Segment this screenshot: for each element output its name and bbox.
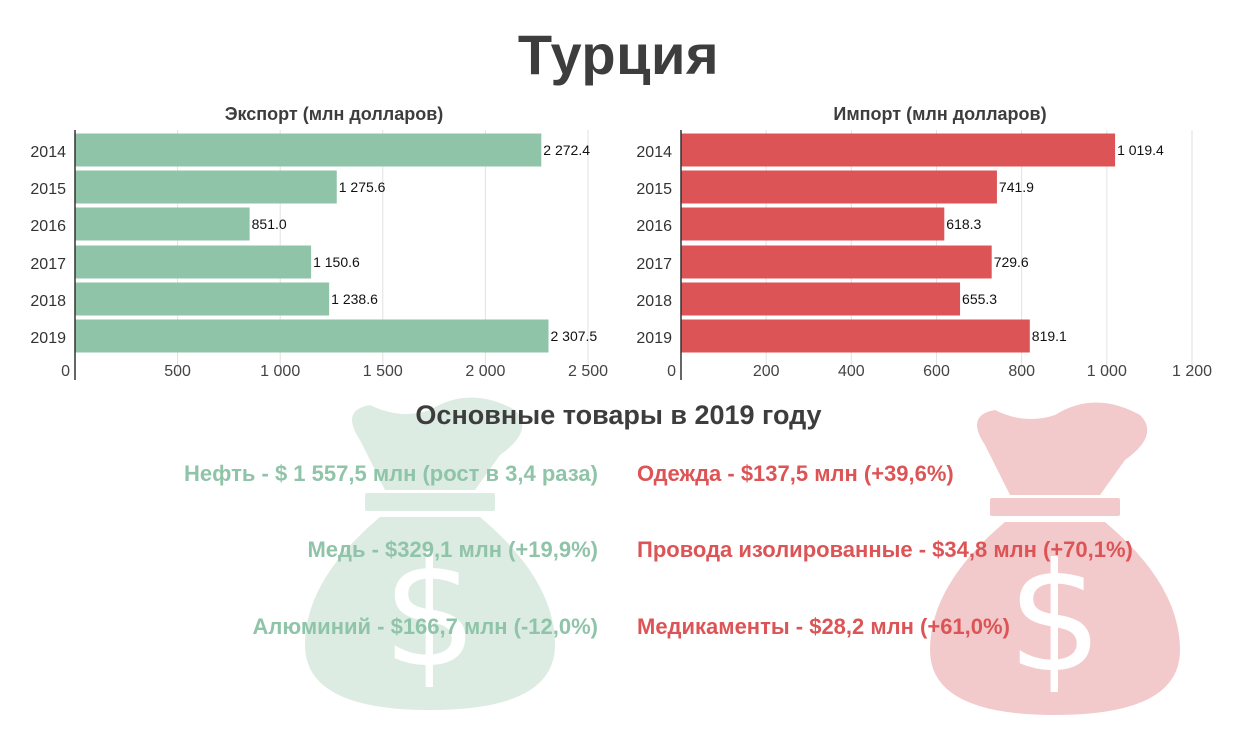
export-category-label: 2014	[30, 144, 66, 161]
export-bar-2014	[75, 133, 542, 167]
import-good-2: Провода изолированные - $34,8 млн (+70,1…	[637, 537, 1133, 562]
import-tick-label: 400	[838, 363, 865, 380]
export-bar-2019	[75, 319, 549, 353]
export-value-label: 1 238.6	[331, 291, 378, 307]
goods-heading: Основные товары в 2019 году	[415, 400, 822, 430]
page-title: Турция	[517, 23, 720, 86]
import-tick-label: 600	[923, 363, 950, 380]
export-tick-label: 2 000	[465, 363, 505, 380]
export-money-bag-icon: $	[305, 397, 555, 710]
import-category-label: 2014	[636, 144, 672, 161]
bag-top	[977, 402, 1148, 495]
dollar-sign: $	[1007, 532, 1102, 706]
import-value-label: 1 019.4	[1117, 142, 1164, 158]
export-good-1: Нефть - $ 1 557,5 млн (рост в 3,4 раза)	[184, 461, 598, 486]
import-chart-title: Импорт (млн долларов)	[833, 104, 1046, 124]
export-category-label: 2015	[30, 181, 66, 198]
export-bar-2018	[75, 282, 330, 316]
import-category-label: 2019	[636, 330, 672, 347]
export-tick-label: 0	[61, 363, 70, 380]
import-bar-2017	[681, 245, 992, 279]
import-bar-2015	[681, 170, 997, 204]
export-good-2: Медь - $329,1 млн (+19,9%)	[307, 537, 598, 562]
import-value-label: 741.9	[999, 179, 1034, 195]
import-tick-label: 1 000	[1087, 363, 1127, 380]
export-value-label: 851.0	[252, 216, 287, 232]
export-good-3: Алюминий - $166,7 млн (-12,0%)	[252, 614, 598, 639]
bag-band	[990, 498, 1120, 516]
export-tick-label: 1 000	[260, 363, 300, 380]
import-category-label: 2016	[636, 218, 672, 235]
import-value-label: 618.3	[946, 216, 981, 232]
bag-body	[305, 517, 555, 710]
export-value-label: 1 275.6	[339, 179, 386, 195]
export-bar-2017	[75, 245, 312, 279]
import-category-label: 2015	[636, 181, 672, 198]
bag-top	[352, 397, 523, 490]
import-value-label: 819.1	[1032, 328, 1067, 344]
import-good-1: Одежда - $137,5 млн (+39,6%)	[637, 461, 954, 486]
export-category-label: 2019	[30, 330, 66, 347]
import-value-label: 655.3	[962, 291, 997, 307]
import-tick-label: 1 200	[1172, 363, 1212, 380]
import-tick-label: 200	[753, 363, 780, 380]
bag-band	[365, 493, 495, 511]
bag-body	[930, 522, 1180, 715]
import-value-label: 729.6	[994, 254, 1029, 270]
export-category-label: 2016	[30, 218, 66, 235]
export-tick-label: 2 500	[568, 363, 608, 380]
import-bar-2018	[681, 282, 961, 316]
export-category-label: 2018	[30, 293, 66, 310]
import-money-bag-icon: $	[930, 402, 1180, 715]
export-tick-label: 1 500	[363, 363, 403, 380]
export-tick-label: 500	[164, 363, 191, 380]
import-tick-label: 0	[667, 363, 676, 380]
export-value-label: 1 150.6	[313, 254, 360, 270]
import-category-label: 2018	[636, 293, 672, 310]
import-bar-2019	[681, 319, 1030, 353]
import-good-3: Медикаменты - $28,2 млн (+61,0%)	[637, 614, 1010, 639]
import-bar-2016	[681, 207, 945, 241]
export-value-label: 2 307.5	[550, 328, 597, 344]
export-value-label: 2 272.4	[543, 142, 590, 158]
import-category-label: 2017	[636, 256, 672, 273]
charts-canvas: Экспорт (млн долларов) 0 500 1 000 1 500 2 00…	[30, 104, 1212, 380]
export-bar-2015	[75, 170, 337, 204]
import-bar-2014	[681, 133, 1116, 167]
export-bar-2016	[75, 207, 250, 241]
export-chart-title: Экспорт (млн долларов)	[225, 104, 444, 124]
export-category-label: 2017	[30, 256, 66, 273]
import-tick-label: 800	[1008, 363, 1035, 380]
dollar-sign: $	[382, 527, 477, 701]
